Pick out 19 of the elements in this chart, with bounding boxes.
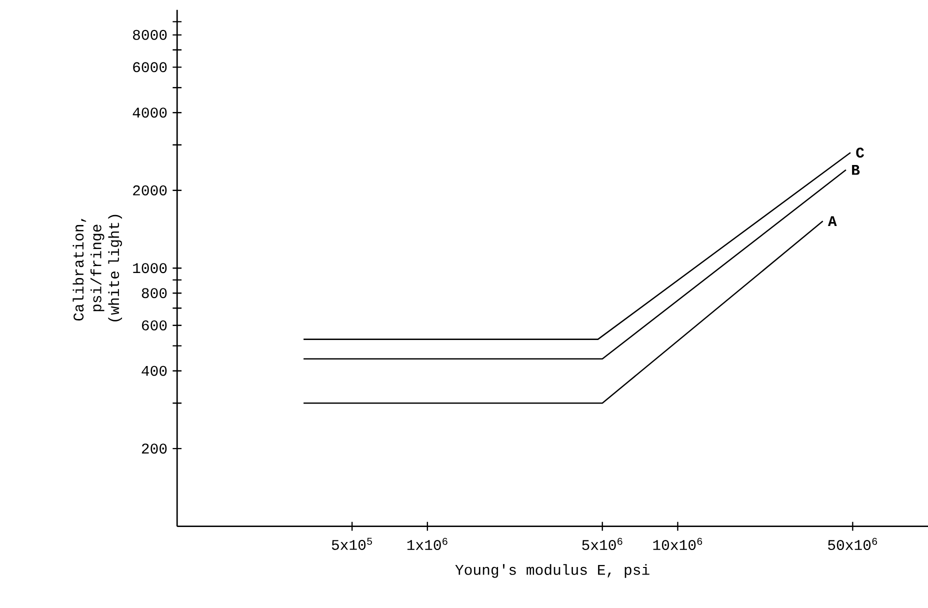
x-axis-title: Young's modulus E, psi (455, 564, 650, 578)
x-tick-label: 10x10$^{6}$ (653, 538, 702, 550)
y-tick-label: 800 (142, 288, 167, 298)
x-tick-label: 5x10$^{5}$ (332, 538, 372, 550)
y-tick-label: 200 (142, 443, 167, 454)
x-tick-label: 50x10$^{6}$ (828, 538, 878, 550)
series-label: A (828, 216, 837, 226)
y-tick-label: 6000 (133, 62, 167, 72)
series-label: C (856, 147, 864, 158)
y-tick-label: 400 (142, 366, 167, 376)
series-label: B (852, 164, 860, 175)
y-tick-label: 8000 (133, 30, 167, 40)
y-tick-label: 600 (142, 320, 167, 330)
y-tick-label: 2000 (133, 185, 167, 196)
x-tick-label: 1x10$^{6}$ (407, 538, 448, 550)
y-axis-title: Calibration, psi/fringe (white light) (72, 214, 122, 322)
y-tick-label: 1000 (133, 262, 167, 273)
y-tick-label: 4000 (132, 107, 167, 118)
x-tick-label: 5x10$^{6}$ (582, 538, 622, 550)
